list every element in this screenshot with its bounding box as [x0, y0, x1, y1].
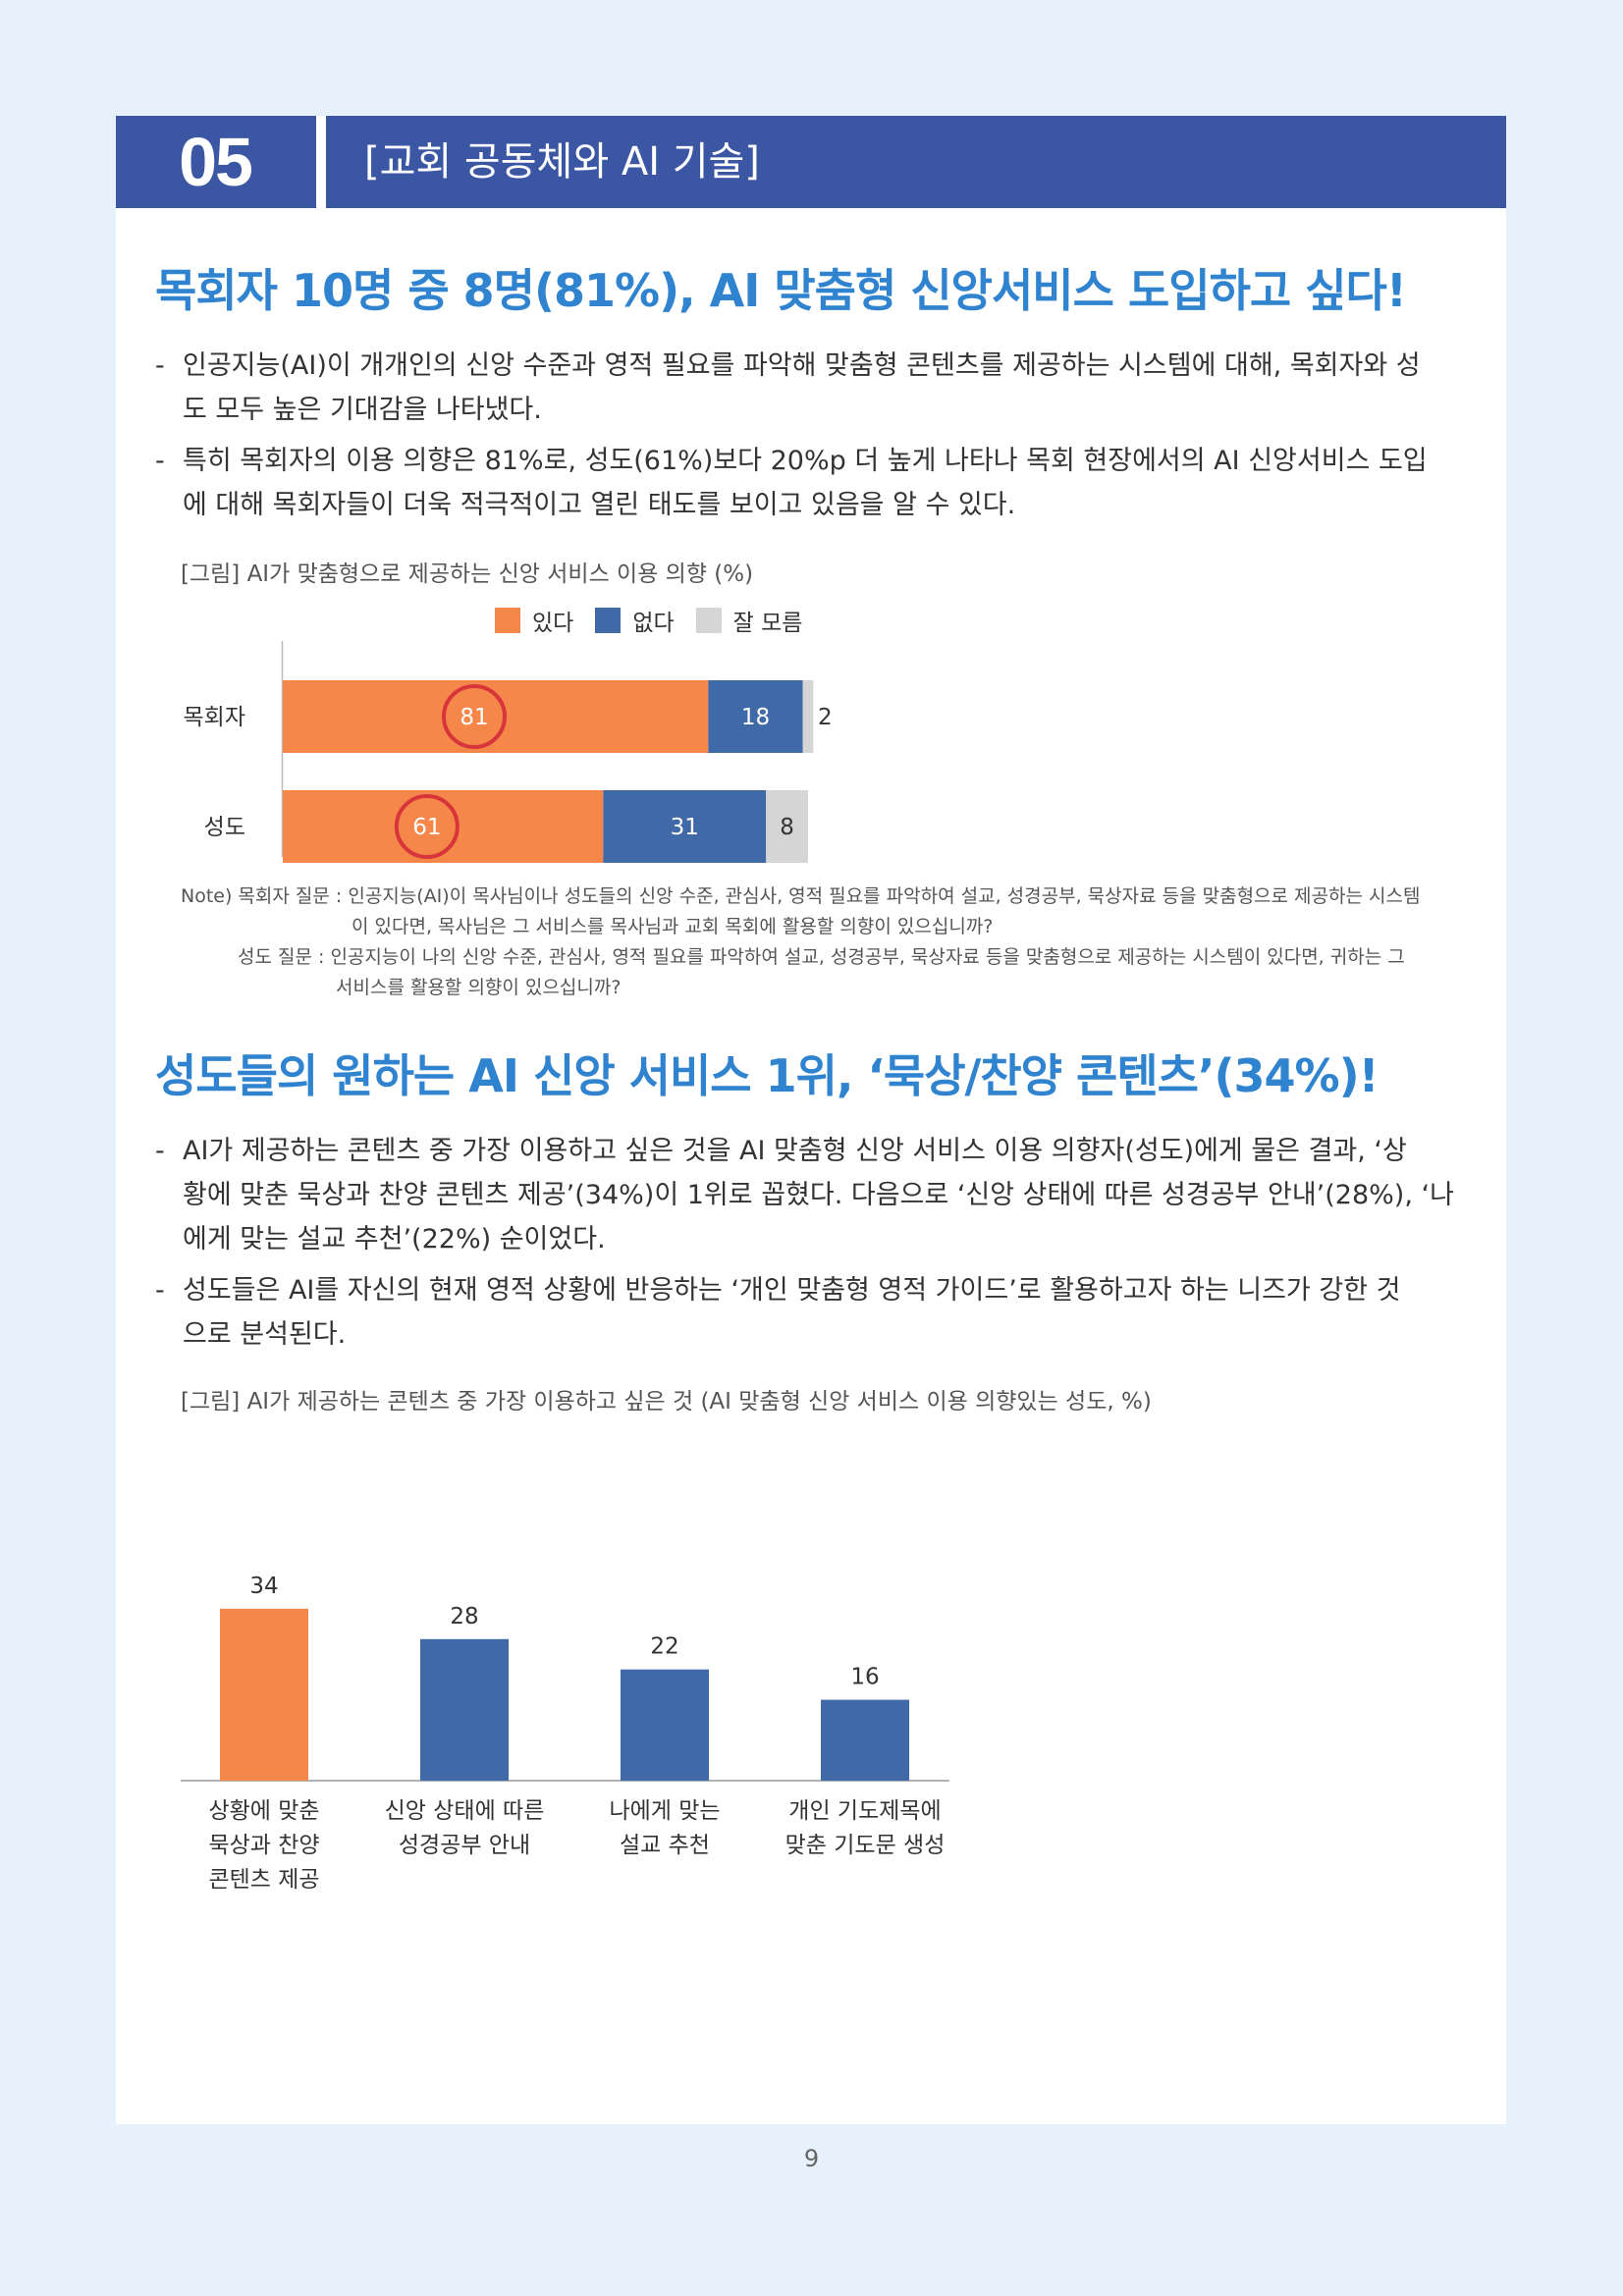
- category-label-line: 설교 추천: [620, 1833, 710, 1858]
- figure-caption-2: [그림] AI가 제공하는 콘텐츠 중 가장 이용하고 싶은 것 (AI 맞춤형…: [181, 1389, 1152, 1415]
- data-label: 2: [818, 705, 833, 730]
- bullet-item: - 특히 목회자의 이용 의향은 81%로, 성도(61%)보다 20%p 더 …: [155, 439, 1510, 527]
- bullet-line: 황에 맞춘 묵상과 찬양 콘텐츠 제공’(34%)이 1위로 꼽혔다. 다음으로…: [183, 1180, 1454, 1210]
- note-line: 서비스를 활용할 의향이 있으십니까?: [336, 977, 622, 998]
- bar-segment: [283, 680, 709, 753]
- category-label-line: 콘텐츠 제공: [208, 1867, 319, 1893]
- legend-swatch: [695, 608, 722, 633]
- bullet-line: 특히 목회자의 이용 의향은 81%로, 성도(61%)보다 20%p 더 높게…: [183, 446, 1428, 476]
- stacked-bar-chart: 목회자 81 18 2 성도 61 31 8: [184, 641, 833, 863]
- bullet-item: - 인공지능(AI)이 개개인의 신앙 수준과 영적 필요를 파악해 맞춤형 콘…: [155, 344, 1510, 432]
- data-label: 81: [460, 705, 488, 730]
- category-label-line: 성경공부 안내: [399, 1833, 530, 1858]
- legend-label: 있다: [532, 611, 574, 636]
- bullet-list-1: - 인공지능(AI)이 개개인의 신앙 수준과 영적 필요를 파악해 맞춤형 콘…: [155, 344, 1510, 534]
- bar-segment: [802, 680, 814, 753]
- bullet-line: 도 모두 높은 기대감을 나타냈다.: [183, 395, 542, 425]
- legend-swatch: [495, 608, 520, 633]
- bar-segment: [708, 680, 803, 753]
- section-header: 05 [교회 공동체와 AI 기술]: [116, 116, 1506, 208]
- legend-label: 없다: [632, 611, 675, 636]
- category-label-line: 신앙 상태에 따른: [385, 1798, 545, 1824]
- bar-segment: [766, 790, 808, 863]
- data-label: 16: [850, 1665, 879, 1690]
- bullet-dash: -: [155, 350, 165, 381]
- page-sheet: 05 [교회 공동체와 AI 기술] 목회자 10명 중 8명(81%), AI…: [116, 116, 1506, 2124]
- bullet-line: 에게 맞는 설교 추천’(22%) 순이었다.: [183, 1224, 606, 1255]
- note-line: 성도 질문 : 인공지능이 나의 신앙 수준, 관심사, 영적 필요를 파악하여…: [238, 946, 1405, 968]
- highlight-circle: [394, 794, 460, 859]
- bullet-dash: -: [155, 1136, 165, 1166]
- legend-label: 잘 모름: [732, 611, 803, 636]
- highlight-circle: [442, 684, 508, 749]
- category-label-line: 개인 기도제목에: [788, 1798, 941, 1824]
- bullet-list-2: - AI가 제공하는 콘텐츠 중 가장 이용하고 싶은 것을 AI 맞춤형 신앙…: [155, 1129, 1510, 1363]
- bullet-line: AI가 제공하는 콘텐츠 중 가장 이용하고 싶은 것을 AI 맞춤형 신앙 서…: [183, 1136, 1407, 1166]
- bar: [220, 1608, 308, 1781]
- data-label: 8: [780, 815, 794, 840]
- category-label: 목회자: [184, 705, 245, 730]
- note-line: 이 있다면, 목사님은 그 서비스를 목사님과 교회 목회에 활용할 의향이 있…: [352, 916, 994, 937]
- legend-item: 없다: [595, 604, 675, 637]
- bullet-line: 인공지능(AI)이 개개인의 신앙 수준과 영적 필요를 파악해 맞춤형 콘텐츠…: [183, 350, 1421, 381]
- data-label: 22: [650, 1634, 678, 1660]
- bar: [420, 1638, 509, 1781]
- data-label: 61: [412, 815, 441, 840]
- bullet-line: 에 대해 목회자들이 더욱 적극적이고 열린 태도를 보이고 있음을 알 수 있…: [183, 490, 1016, 520]
- chart-note: Note) 목회자 질문 : 인공지능(AI)이 목사님이나 성도들의 신앙 수…: [181, 881, 1516, 1003]
- data-label: 34: [249, 1574, 278, 1599]
- legend-item: 있다: [495, 604, 573, 637]
- chart-legend: 있다 없다 잘 모름: [495, 604, 802, 637]
- heading-1: 목회자 10명 중 8명(81%), AI 맞춤형 신앙서비스 도입하고 싶다!: [155, 264, 1407, 317]
- legend-swatch: [595, 608, 622, 633]
- bullet-dash: -: [155, 1275, 165, 1306]
- bullet-line: 으로 분석된다.: [183, 1319, 347, 1350]
- data-label: 18: [741, 705, 770, 730]
- category-label-line: 묵상과 찬양: [208, 1833, 319, 1858]
- bullet-line: 성도들은 AI를 자신의 현재 영적 상황에 반응하는 ‘개인 맞춤형 영적 가…: [183, 1275, 1401, 1306]
- category-label-line: 나에게 맞는: [609, 1798, 720, 1824]
- data-label: 28: [450, 1604, 478, 1629]
- bar-segment: [603, 790, 767, 863]
- category-label-line: 맞춘 기도문 생성: [785, 1833, 946, 1858]
- category-label-line: 상황에 맞춘: [208, 1798, 319, 1824]
- bullet-dash: -: [155, 446, 165, 476]
- page-number: 9: [803, 2145, 820, 2172]
- header-divider: [316, 116, 326, 208]
- data-label: 31: [671, 815, 699, 840]
- section-title: [교회 공동체와 AI 기술]: [364, 139, 760, 185]
- note-line: Note) 목회자 질문 : 인공지능(AI)이 목사님이나 성도들의 신앙 수…: [181, 885, 1421, 907]
- section-number: 05: [179, 124, 253, 200]
- bar: [621, 1669, 709, 1781]
- legend-item: 잘 모름: [695, 604, 803, 637]
- bullet-item: - 성도들은 AI를 자신의 현재 영적 상황에 반응하는 ‘개인 맞춤형 영적…: [155, 1268, 1510, 1357]
- heading-2: 성도들의 원하는 AI 신앙 서비스 1위, ‘묵상/찬양 콘텐츠’(34%)!: [155, 1049, 1380, 1102]
- figure-caption-1: [그림] AI가 맞춤형으로 제공하는 신앙 서비스 이용 의향 (%): [181, 561, 754, 587]
- bar: [821, 1699, 909, 1781]
- category-label: 성도: [204, 815, 245, 840]
- bullet-item: - AI가 제공하는 콘텐츠 중 가장 이용하고 싶은 것을 AI 맞춤형 신앙…: [155, 1129, 1510, 1261]
